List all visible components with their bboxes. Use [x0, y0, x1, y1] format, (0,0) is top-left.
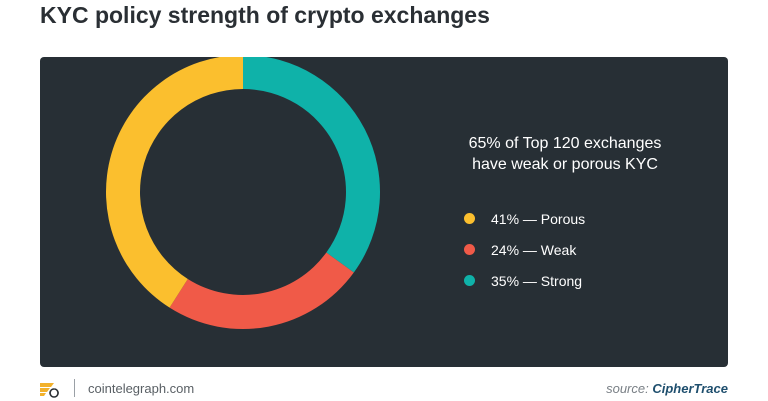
legend-dot-porous — [464, 213, 475, 224]
legend-label-weak: 24% — Weak — [491, 241, 577, 258]
source-prefix: source: — [606, 381, 649, 396]
legend-item-weak: 24% — Weak — [464, 234, 585, 265]
legend-dot-weak — [464, 244, 475, 255]
source-credit: source: CipherTrace — [606, 381, 728, 396]
legend-label-strong: 35% — Strong — [491, 272, 583, 289]
legend-dot-strong — [464, 275, 475, 286]
legend-label-porous: 41% — Porous — [491, 210, 586, 227]
cointelegraph-logo-icon — [40, 383, 59, 398]
headline-line-2: have weak or porous KYC — [472, 156, 658, 173]
legend-item-porous: 41% — Porous — [464, 203, 585, 234]
donut-slice-weak — [169, 252, 354, 329]
source-name: CipherTrace — [652, 381, 728, 396]
chart-panel: 65% of Top 120 exchanges have weak or po… — [40, 57, 728, 367]
chart-legend: 41% — Porous 24% — Weak 35% — Strong — [464, 203, 585, 296]
footer: cointelegraph.com source: CipherTrace — [36, 378, 732, 400]
legend-item-strong: 35% — Strong — [464, 265, 585, 296]
chart-title: KYC policy strength of crypto exchanges — [40, 2, 490, 28]
headline-line-1: 65% of Top 120 exchanges — [468, 135, 662, 152]
site-link[interactable]: cointelegraph.com — [88, 381, 195, 396]
donut-slice-porous — [106, 57, 243, 308]
donut-chart — [106, 57, 380, 329]
donut-slice-strong — [243, 57, 380, 273]
footer-separator — [74, 379, 75, 397]
headline: 65% of Top 120 exchanges have weak or po… — [400, 133, 730, 175]
